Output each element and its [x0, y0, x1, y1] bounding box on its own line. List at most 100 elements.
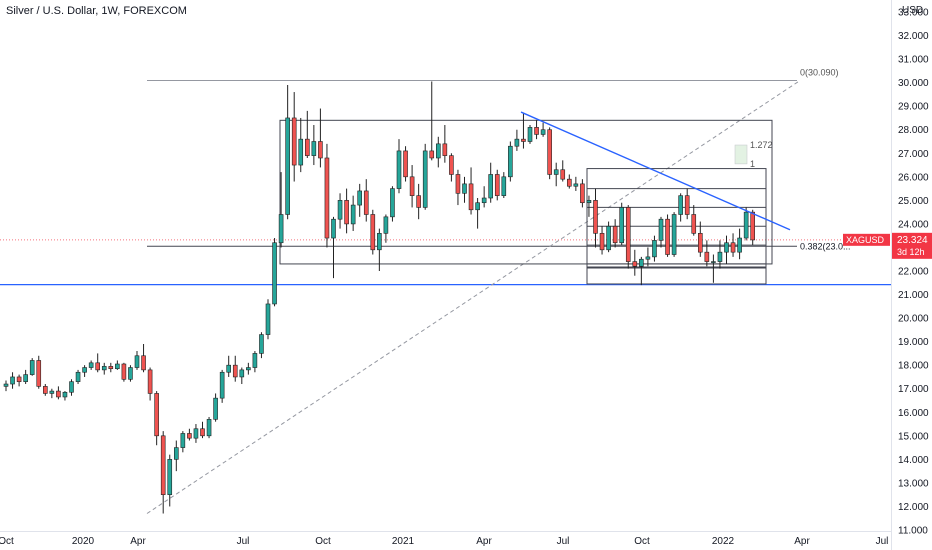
candle[interactable]: [508, 141, 513, 182]
candle[interactable]: [108, 362, 114, 373]
candle[interactable]: [514, 129, 520, 151]
candle[interactable]: [128, 365, 133, 382]
candle[interactable]: [331, 216, 336, 279]
candle[interactable]: [134, 351, 140, 370]
candle[interactable]: [298, 117, 304, 173]
candle[interactable]: [259, 332, 264, 359]
candle[interactable]: [560, 160, 566, 182]
candle[interactable]: [697, 221, 703, 257]
candle[interactable]: [69, 379, 74, 396]
candle[interactable]: [501, 172, 507, 199]
candle[interactable]: [3, 380, 9, 392]
candle[interactable]: [625, 205, 631, 269]
candle[interactable]: [455, 169, 461, 206]
candle[interactable]: [573, 176, 579, 191]
candle[interactable]: [737, 228, 742, 260]
candle[interactable]: [671, 212, 677, 257]
candle[interactable]: [553, 162, 559, 187]
price-axis[interactable]: 11.000 12.000 13.000 14.000 15.000 16.000 17.0…: [898, 8, 929, 537]
fib-extension-zone[interactable]: [734, 144, 748, 165]
candle[interactable]: [435, 136, 441, 168]
candle[interactable]: [180, 431, 186, 453]
candle[interactable]: [468, 167, 474, 215]
candle[interactable]: [475, 198, 480, 229]
candle[interactable]: [717, 240, 723, 269]
candle[interactable]: [318, 108, 323, 168]
candle[interactable]: [494, 169, 500, 201]
candle[interactable]: [272, 238, 277, 307]
candle[interactable]: [678, 193, 683, 222]
candle[interactable]: [285, 84, 290, 220]
candle[interactable]: [49, 388, 55, 399]
candle[interactable]: [36, 355, 42, 389]
candle[interactable]: [23, 369, 28, 385]
candle[interactable]: [226, 355, 231, 377]
candle[interactable]: [390, 186, 395, 222]
candle[interactable]: [200, 421, 205, 439]
candle[interactable]: [193, 424, 199, 443]
candle[interactable]: [82, 365, 87, 377]
range-box[interactable]: [279, 119, 773, 265]
candle[interactable]: [619, 202, 625, 246]
candle[interactable]: [449, 153, 454, 182]
candle[interactable]: [639, 256, 644, 286]
candle[interactable]: [632, 249, 638, 276]
candle[interactable]: [246, 362, 251, 375]
candle[interactable]: [141, 343, 146, 373]
candle[interactable]: [29, 358, 35, 376]
candle[interactable]: [488, 162, 494, 203]
candle[interactable]: [743, 207, 749, 241]
candle[interactable]: [442, 125, 448, 163]
candle[interactable]: [527, 125, 533, 144]
candle[interactable]: [324, 143, 330, 248]
candle[interactable]: [593, 188, 598, 248]
candle[interactable]: [521, 113, 526, 149]
candle[interactable]: [187, 428, 192, 441]
candle[interactable]: [278, 172, 284, 248]
candle[interactable]: [658, 216, 664, 248]
candle[interactable]: [62, 391, 68, 401]
fib-trendline[interactable]: [146, 80, 801, 514]
candle[interactable]: [213, 393, 218, 422]
candle[interactable]: [344, 188, 349, 234]
candle[interactable]: [606, 221, 611, 253]
candle[interactable]: [10, 372, 15, 389]
candle[interactable]: [396, 139, 402, 194]
candle[interactable]: [416, 183, 421, 220]
candle[interactable]: [160, 431, 166, 514]
candle[interactable]: [265, 299, 271, 340]
candle[interactable]: [147, 367, 153, 401]
candle[interactable]: [101, 362, 107, 375]
candle[interactable]: [206, 416, 212, 439]
candle[interactable]: [750, 209, 756, 246]
candle[interactable]: [534, 120, 539, 140]
candle[interactable]: [232, 355, 238, 382]
candle[interactable]: [291, 92, 297, 182]
candle[interactable]: [304, 110, 310, 158]
candle[interactable]: [115, 360, 120, 370]
candle[interactable]: [580, 179, 585, 208]
candle[interactable]: [95, 353, 100, 373]
descending-trendline[interactable]: [520, 111, 791, 231]
candle[interactable]: [481, 186, 487, 208]
candle[interactable]: [75, 369, 81, 385]
candle[interactable]: [704, 240, 710, 267]
candle[interactable]: [167, 454, 173, 507]
candle[interactable]: [665, 214, 670, 257]
candle[interactable]: [174, 440, 179, 472]
candle[interactable]: [363, 179, 369, 222]
candle[interactable]: [252, 351, 258, 373]
candle[interactable]: [311, 125, 317, 166]
candle[interactable]: [16, 374, 22, 387]
candle[interactable]: [645, 247, 651, 267]
time-axis[interactable]: Oct 2020 Apr Jul Oct 2021 Apr Jul Oct 2022 Apr Jul: [0, 536, 888, 547]
candle[interactable]: [599, 226, 605, 255]
candle[interactable]: [409, 165, 415, 208]
candle[interactable]: [56, 386, 61, 400]
candle[interactable]: [429, 81, 435, 161]
candle[interactable]: [42, 384, 48, 396]
candle[interactable]: [422, 143, 428, 210]
candle[interactable]: [612, 219, 618, 248]
candle[interactable]: [566, 174, 572, 189]
candle[interactable]: [547, 127, 552, 180]
